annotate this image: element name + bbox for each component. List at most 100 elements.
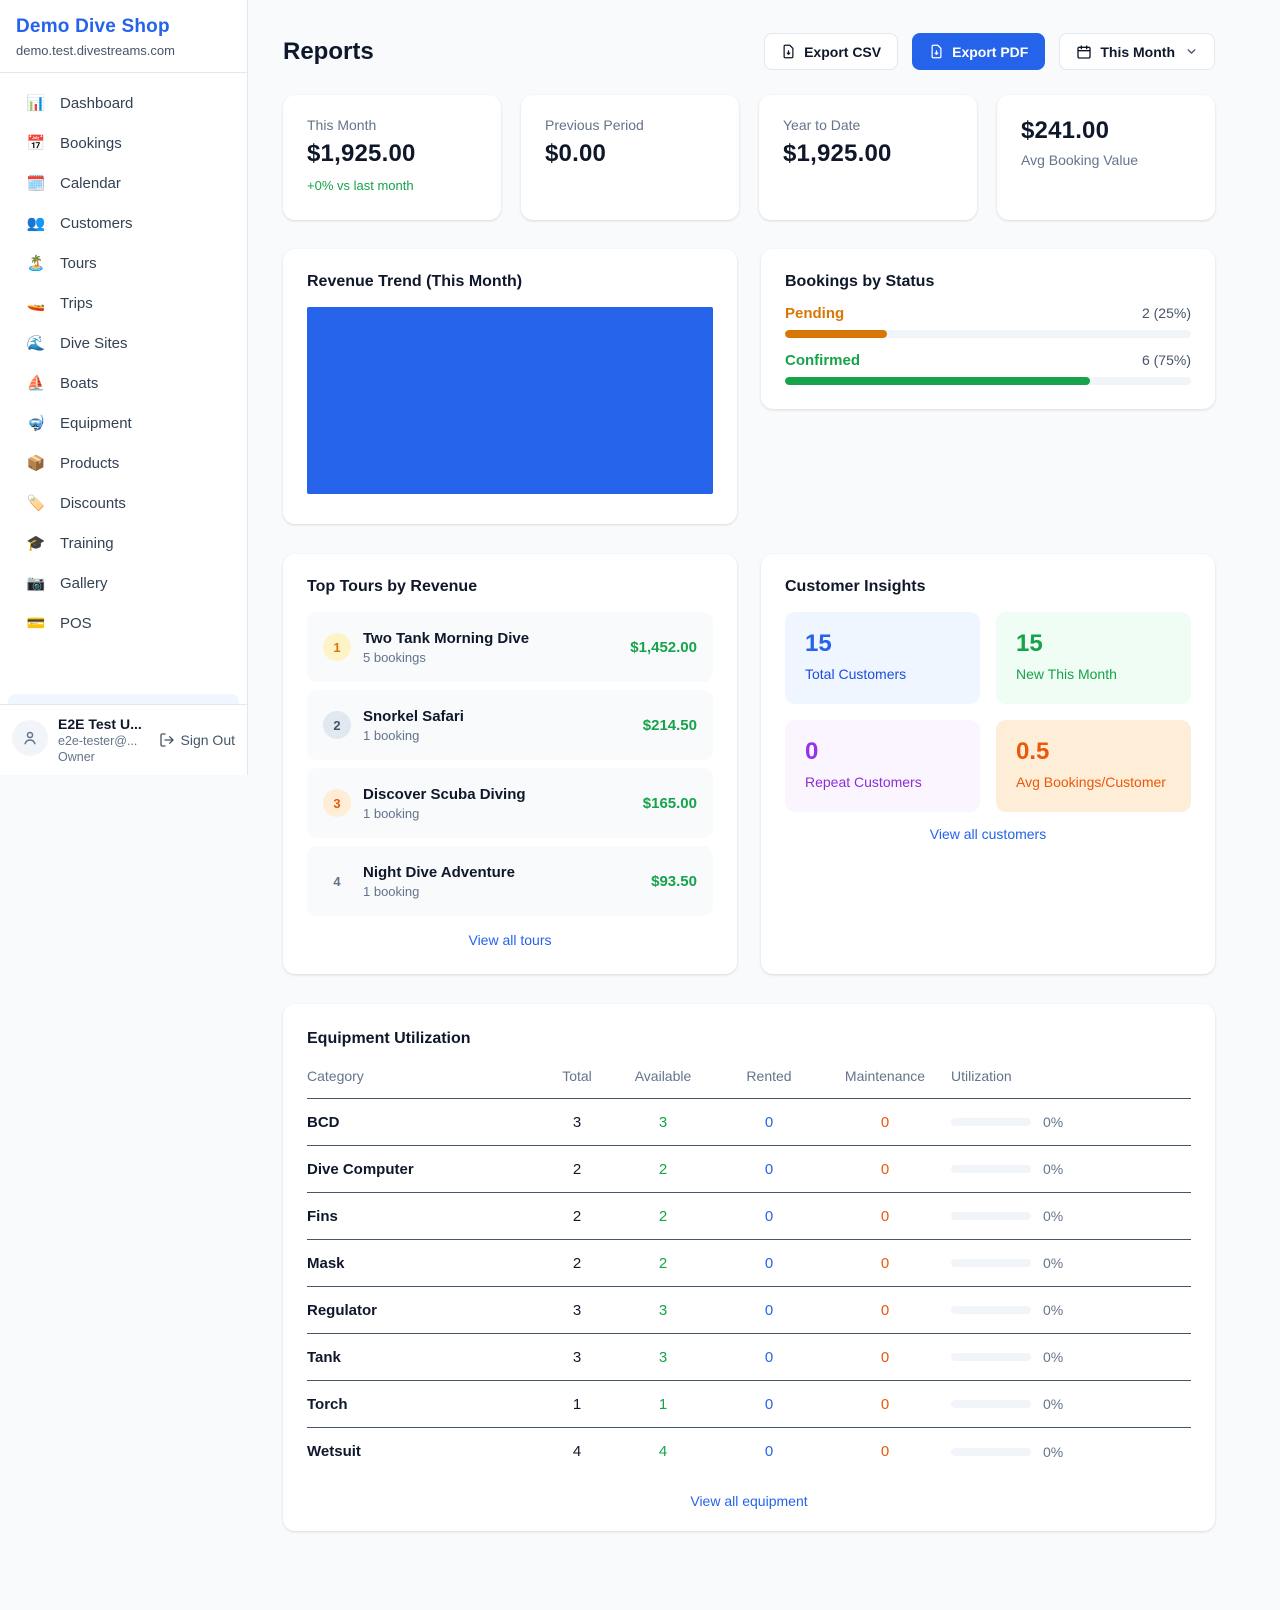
tile-repeat-customers: 0 Repeat Customers <box>785 720 980 812</box>
equipment-utilization-title: Equipment Utilization <box>307 1030 471 1047</box>
pending-bar-track <box>785 330 1191 338</box>
charts-row: Revenue Trend (This Month) Bookings by S… <box>283 249 1215 524</box>
sidebar-active-item-partial[interactable] <box>8 694 239 704</box>
sidebar-item-trips[interactable]: 🚤 Trips <box>26 294 93 313</box>
stat-cards: This Month $1,925.00 +0% vs last month P… <box>283 95 1215 220</box>
sidebar-item-boats[interactable]: ⛵ Boats <box>26 374 99 393</box>
export-pdf-button[interactable]: Export PDF <box>912 33 1046 70</box>
shop-brand: Demo Dive Shop demo.test.divestreams.com <box>0 0 247 72</box>
utilization-bar-track <box>951 1447 1031 1456</box>
rank-badge: 3 <box>323 789 351 817</box>
discounts-icon: 🏷️ <box>26 495 46 512</box>
status-row-confirmed: Confirmed 6 (75%) <box>785 352 1191 385</box>
sidebar-item-discounts[interactable]: 🏷️ Discounts <box>26 494 126 513</box>
sidebar-item-calendar[interactable]: 🗓️ Calendar <box>26 174 121 193</box>
dashboard-icon: 📊 <box>26 95 46 112</box>
tour-list: 1 Two Tank Morning Dive 5 bookings $1,452… <box>307 612 713 916</box>
training-icon: 🎓 <box>26 535 46 552</box>
revenue-trend-card: Revenue Trend (This Month) <box>283 249 737 524</box>
pending-bar-fill <box>785 330 887 338</box>
rank-badge: 4 <box>333 873 341 889</box>
view-all-equipment-link[interactable]: View all equipment <box>307 1493 1191 1509</box>
tile-total-customers: 15 Total Customers <box>785 612 980 704</box>
shop-name: Demo Dive Shop <box>16 16 170 37</box>
table-row: Fins 2 2 0 0 0% <box>307 1193 1191 1240</box>
utilization-bar-track <box>951 1165 1031 1173</box>
bookings-by-status-card: Bookings by Status Pending 2 (25%) Confi… <box>761 249 1215 409</box>
table-row: Tank 3 3 0 0 0% <box>307 1334 1191 1381</box>
table-row: Torch 1 1 0 0 0% <box>307 1381 1191 1428</box>
utilization-bar-track <box>951 1259 1031 1267</box>
tour-list-item: 2 Snorkel Safari 1 booking $214.50 <box>307 690 713 760</box>
utilization-bar-track <box>951 1400 1031 1408</box>
user-email: e2e-tester@... <box>58 734 138 748</box>
top-tours-title: Top Tours by Revenue <box>307 578 478 595</box>
stat-card-avg-booking-value: $241.00 Avg Booking Value <box>997 95 1215 220</box>
chevron-down-icon <box>1187 49 1196 54</box>
sidebar-item-customers[interactable]: 👥 Customers <box>26 214 133 233</box>
export-csv-button[interactable]: Export CSV <box>764 33 899 70</box>
tile-new-this-month: 15 New This Month <box>996 612 1191 704</box>
sidebar-item-bookings[interactable]: 📅 Bookings <box>26 134 122 153</box>
rank-badge: 1 <box>323 633 351 661</box>
equipment-utilization-card: Equipment Utilization Category Total Ava… <box>283 1004 1215 1531</box>
sidebar-item-training[interactable]: 🎓 Training <box>26 534 114 553</box>
products-icon: 📦 <box>26 455 46 472</box>
sign-out-icon <box>159 733 174 747</box>
sidebar-item-products[interactable]: 📦 Products <box>26 454 120 473</box>
sidebar-item-pos[interactable]: 💳 POS <box>26 614 92 633</box>
page-header: Reports Export CSV Export PDF This Month <box>283 33 1215 70</box>
insight-tiles: 15 Total Customers 15 New This Month 0 R… <box>785 612 1191 812</box>
view-all-tours-link[interactable]: View all tours <box>307 932 713 948</box>
revenue-trend-bar <box>307 307 713 494</box>
lists-row: Top Tours by Revenue 1 Two Tank Morning … <box>283 554 1215 974</box>
sidebar: Demo Dive Shop demo.test.divestreams.com… <box>0 0 248 775</box>
table-row: Mask 2 2 0 0 0% <box>307 1240 1191 1287</box>
bookings-icon: 📅 <box>26 135 46 152</box>
gallery-icon: 📷 <box>26 575 46 592</box>
divider <box>0 72 247 73</box>
table-row: Wetsuit 4 4 0 0 0% <box>307 1443 1064 1460</box>
trips-icon: 🚤 <box>26 295 46 312</box>
customer-insights-card: Customer Insights 15 Total Customers 15 … <box>761 554 1215 974</box>
user-info: E2E Test U... e2e-tester@... Owner <box>58 716 149 764</box>
main-content: Reports Export CSV Export PDF This Month… <box>248 0 1280 1606</box>
tours-icon: 🏝️ <box>26 255 46 272</box>
confirmed-bar-track <box>785 377 1191 385</box>
top-tours-card: Top Tours by Revenue 1 Two Tank Morning … <box>283 554 737 974</box>
shop-domain: demo.test.divestreams.com <box>16 43 175 58</box>
pos-icon: 💳 <box>26 615 46 632</box>
sidebar-item-gallery[interactable]: 📷 Gallery <box>26 574 108 593</box>
page-title: Reports <box>283 37 374 65</box>
person-icon <box>24 731 36 745</box>
equipment-icon: 🤿 <box>26 415 46 432</box>
utilization-bar-track <box>951 1353 1031 1361</box>
sidebar-nav: 📊 Dashboard 📅 Bookings 🗓️ Calendar 👥 Custome… <box>0 73 247 704</box>
customer-insights-title: Customer Insights <box>785 578 926 595</box>
period-select[interactable]: This Month <box>1059 33 1215 70</box>
revenue-trend-title: Revenue Trend (This Month) <box>307 273 523 290</box>
avatar <box>12 720 48 756</box>
user-name: E2E Test U... <box>58 716 142 732</box>
calendar-icon: 🗓️ <box>26 175 46 192</box>
sidebar-item-dashboard[interactable]: 📊 Dashboard <box>26 94 134 113</box>
sidebar-item-equipment[interactable]: 🤿 Equipment <box>26 414 132 433</box>
bookings-by-status-title: Bookings by Status <box>785 273 935 290</box>
tour-list-item: 4 Night Dive Adventure 1 booking $93.50 <box>307 846 713 916</box>
table-row: BCD 3 3 0 0 0% <box>307 1099 1191 1146</box>
utilization-bar-track <box>951 1118 1031 1126</box>
calendar-icon <box>1077 44 1092 59</box>
stat-card-this-month: This Month $1,925.00 +0% vs last month <box>283 95 501 220</box>
customers-icon: 👥 <box>26 215 46 232</box>
confirmed-bar-fill <box>785 377 1090 385</box>
view-all-customers-link[interactable]: View all customers <box>785 826 1191 842</box>
header-actions: Export CSV Export PDF This Month <box>764 33 1215 70</box>
sign-out-button[interactable]: Sign Out <box>159 732 235 748</box>
sidebar-item-tours[interactable]: 🏝️ Tours <box>26 254 97 273</box>
tour-list-item: 1 Two Tank Morning Dive 5 bookings $1,452… <box>307 612 713 682</box>
stat-card-year-to-date: Year to Date $1,925.00 <box>759 95 977 220</box>
rank-badge: 2 <box>323 711 351 739</box>
table-row: Regulator 3 3 0 0 0% <box>307 1287 1191 1334</box>
sidebar-item-dive-sites[interactable]: 🌊 Dive Sites <box>26 334 128 353</box>
status-row-pending: Pending 2 (25%) <box>785 305 1191 338</box>
